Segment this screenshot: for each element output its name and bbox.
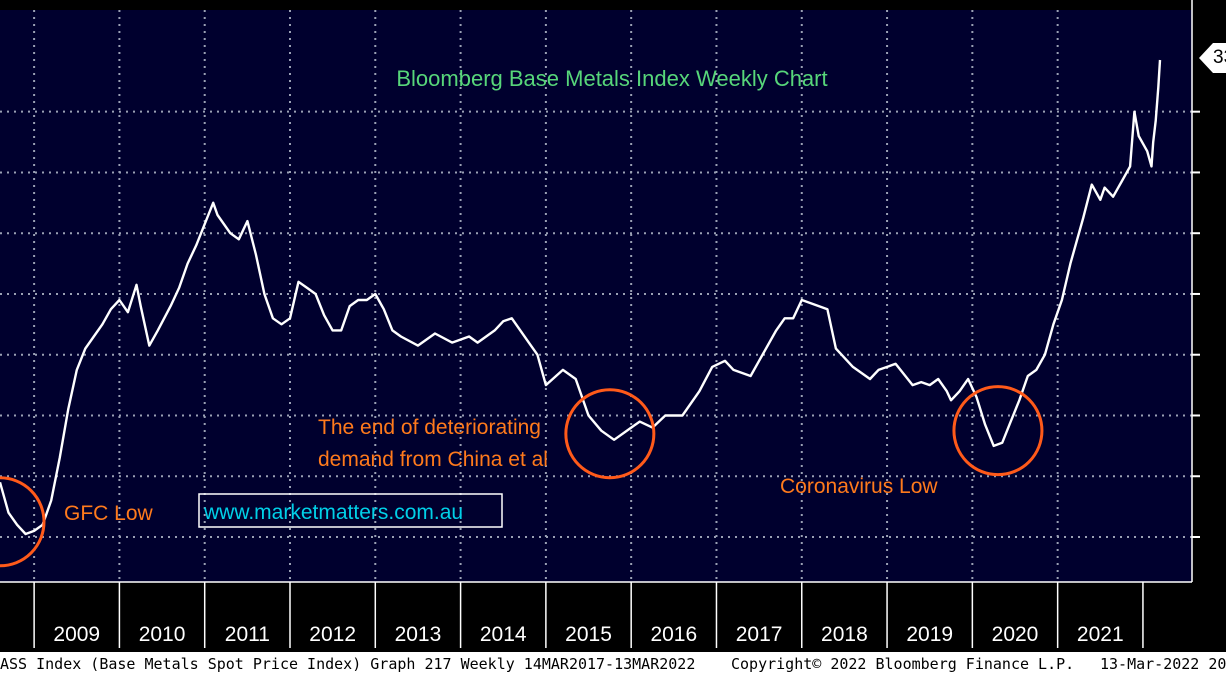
grid-lines bbox=[0, 10, 1192, 582]
series-line bbox=[0, 59, 1162, 536]
x-tick-label: 2019 bbox=[906, 623, 953, 646]
annotation-gfc-low: GFC Low bbox=[64, 502, 154, 525]
x-tick-label: 2020 bbox=[992, 623, 1039, 646]
footer-date: 13-Mar-2022 20 bbox=[1100, 655, 1226, 673]
x-tick-label: 2021 bbox=[1077, 623, 1124, 646]
low-circles bbox=[0, 385, 1044, 568]
annotation-china-line2: demand from China et al bbox=[318, 448, 548, 471]
x-tick-label: 2015 bbox=[565, 623, 612, 646]
website-link[interactable]: www.marketmatters.com.au bbox=[203, 501, 463, 524]
footer-copyright: Copyright© 2022 Bloomberg Finance L.P. bbox=[731, 655, 1075, 673]
annotation-coronavirus-low: Coronavirus Low bbox=[780, 475, 938, 498]
x-tick-label: 2014 bbox=[480, 623, 527, 646]
x-tick-label: 2009 bbox=[53, 623, 100, 646]
x-tick-label: 2017 bbox=[736, 623, 783, 646]
plot-area bbox=[0, 10, 1192, 582]
footer-index-info: ASS Index (Base Metals Spot Price Index)… bbox=[0, 655, 696, 673]
low-circle bbox=[564, 388, 656, 480]
x-tick-label: 2013 bbox=[395, 623, 442, 646]
y-axis bbox=[1191, 0, 1200, 582]
low-circle bbox=[0, 476, 46, 568]
annotation-china-line1: The end of deteriorating bbox=[318, 416, 541, 439]
low-circle bbox=[952, 385, 1044, 477]
x-axis: 2009 2010 2011 2012 2013 2014 2015 2016 2017 2018… bbox=[0, 581, 1192, 648]
chart-title: Bloomberg Base Metals Index Weekly Chart bbox=[396, 66, 827, 91]
x-tick-label: 2018 bbox=[821, 623, 868, 646]
x-tick-label: 2010 bbox=[139, 623, 186, 646]
x-tick-label: 2012 bbox=[309, 623, 356, 646]
x-tick-label: 2016 bbox=[650, 623, 697, 646]
website-box bbox=[198, 493, 503, 528]
x-tick-label: 2011 bbox=[225, 623, 270, 646]
footer-bar: ASS Index (Base Metals Spot Price Index)… bbox=[0, 652, 1226, 690]
